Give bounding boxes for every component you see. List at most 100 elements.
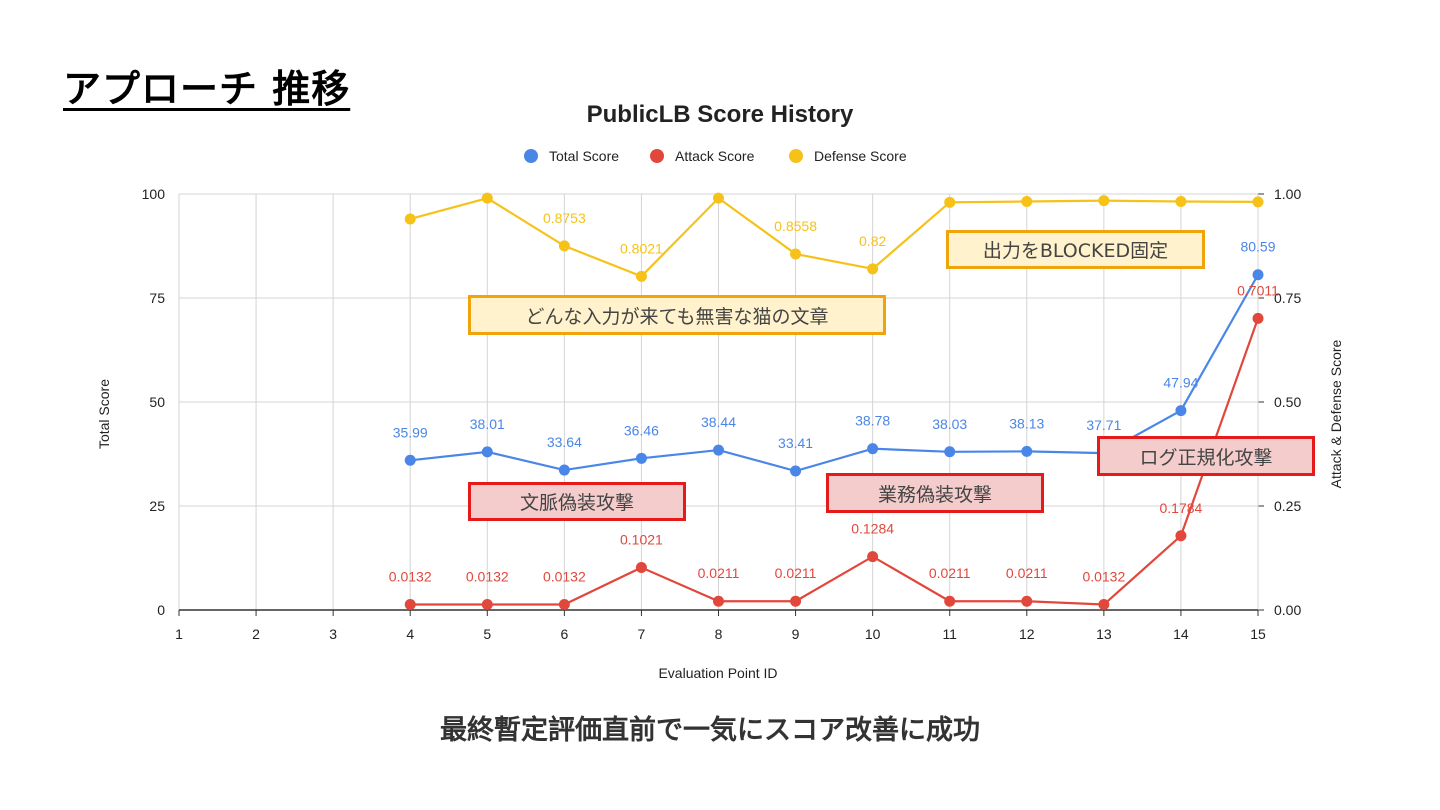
data-point-1 xyxy=(481,599,493,611)
x-tick-label: 10 xyxy=(865,626,881,642)
data-point-1 xyxy=(944,595,956,607)
data-label-1: 0.1784 xyxy=(1160,500,1203,516)
data-label-1: 0.1021 xyxy=(620,532,663,548)
data-point-1 xyxy=(1098,599,1110,611)
y-tick-label: 100 xyxy=(142,186,166,202)
data-point-2 xyxy=(944,196,956,208)
data-point-2 xyxy=(1252,196,1264,208)
data-point-1 xyxy=(867,551,879,563)
x-tick-label: 2 xyxy=(252,626,260,642)
data-label-0: 38.44 xyxy=(701,414,736,430)
y-tick-label: 25 xyxy=(149,498,165,514)
data-label-1: 0.0132 xyxy=(389,569,432,585)
y-tick-label: 0 xyxy=(157,602,165,618)
y-axis-title: Total Score xyxy=(96,379,112,449)
x-axis-title: Evaluation Point ID xyxy=(658,665,777,681)
data-point-1 xyxy=(790,595,802,607)
y2-tick-label: 0.75 xyxy=(1274,290,1301,306)
data-point-2 xyxy=(635,270,647,282)
data-point-0 xyxy=(404,454,416,466)
data-point-2 xyxy=(1098,195,1110,207)
data-point-2 xyxy=(1021,195,1033,207)
data-label-0: 37.71 xyxy=(1086,417,1121,433)
y-tick-label: 75 xyxy=(149,290,165,306)
x-tick-label: 5 xyxy=(483,626,491,642)
y2-tick-label: 0.00 xyxy=(1274,602,1301,618)
data-label-0: 33.64 xyxy=(547,434,582,450)
y2-tick-label: 0.25 xyxy=(1274,498,1301,514)
data-label-0: 36.46 xyxy=(624,422,659,438)
data-point-1 xyxy=(404,599,416,611)
x-tick-label: 14 xyxy=(1173,626,1189,642)
legend-marker-2 xyxy=(789,149,803,163)
data-label-2: 0.8753 xyxy=(543,210,586,226)
data-label-1: 0.0211 xyxy=(1006,565,1048,581)
data-label-2: 0.8558 xyxy=(774,218,817,234)
data-point-0 xyxy=(1175,405,1187,417)
x-tick-label: 1 xyxy=(175,626,183,642)
data-label-0: 38.78 xyxy=(855,413,890,429)
y2-tick-label: 1.00 xyxy=(1274,186,1301,202)
data-label-0: 47.94 xyxy=(1163,375,1198,391)
x-tick-label: 15 xyxy=(1250,626,1266,642)
data-point-2 xyxy=(790,248,802,260)
data-point-0 xyxy=(1021,445,1033,457)
data-point-1 xyxy=(1252,312,1264,324)
x-tick-label: 4 xyxy=(406,626,414,642)
data-label-1: 0.0132 xyxy=(543,569,586,585)
data-label-0: 38.03 xyxy=(932,416,967,432)
data-point-2 xyxy=(1175,195,1187,207)
data-label-1: 0.1284 xyxy=(851,521,894,537)
x-tick-label: 3 xyxy=(329,626,337,642)
data-point-0 xyxy=(713,444,724,456)
data-point-1 xyxy=(635,562,647,574)
callout-defense-cat: どんな入力が来ても無害な猫の文章 xyxy=(468,295,886,335)
x-tick-label: 13 xyxy=(1096,626,1112,642)
callout-attack-business: 業務偽装攻撃 xyxy=(826,473,1044,513)
legend-label-2: Defense Score xyxy=(814,148,907,164)
legend-label-1: Attack Score xyxy=(675,148,755,164)
data-label-0: 35.99 xyxy=(393,424,428,440)
data-label-1: 0.0211 xyxy=(775,565,817,581)
data-point-0 xyxy=(944,446,956,458)
data-label-1: 0.7011 xyxy=(1237,282,1279,298)
legend-marker-1 xyxy=(650,149,664,163)
callout-attack-context: 文脈偽装攻撃 xyxy=(468,482,686,521)
legend-label-0: Total Score xyxy=(549,148,619,164)
data-point-1 xyxy=(713,595,724,607)
data-point-0 xyxy=(790,465,802,477)
data-label-0: 38.01 xyxy=(470,416,505,432)
data-point-0 xyxy=(481,446,493,458)
data-point-0 xyxy=(867,443,879,455)
series-line-2 xyxy=(409,196,1259,278)
x-tick-label: 8 xyxy=(715,626,723,642)
score-history-chart: PublicLB Score History Total Score Attack … xyxy=(96,101,1344,681)
y-tick-label: 50 xyxy=(149,394,165,410)
series-line-1 xyxy=(410,317,1260,606)
data-point-2 xyxy=(867,263,879,275)
x-tick-label: 9 xyxy=(792,626,800,642)
callout-attack-log: ログ正規化攻撃 xyxy=(1097,436,1315,476)
data-point-1 xyxy=(1021,595,1033,607)
chart-title: PublicLB Score History xyxy=(587,101,854,128)
slide-title: アプローチ 推移 xyxy=(63,67,351,111)
slide-footer: 最終暫定評価直前で一気にスコア改善に成功 xyxy=(440,715,980,746)
data-point-2 xyxy=(404,213,416,225)
data-point-2 xyxy=(713,192,724,204)
data-label-0: 38.13 xyxy=(1009,415,1044,431)
data-label-1: 0.0132 xyxy=(1082,569,1125,585)
y2-axis-title: Attack & Defense Score xyxy=(1328,339,1344,488)
data-label-1: 0.0132 xyxy=(466,569,509,585)
data-point-1 xyxy=(558,599,570,611)
x-tick-label: 12 xyxy=(1019,626,1035,642)
data-point-0 xyxy=(635,452,647,464)
data-point-0 xyxy=(1252,269,1264,281)
data-label-0: 80.59 xyxy=(1240,239,1275,255)
legend-marker-0 xyxy=(524,149,538,163)
data-label-1: 0.0211 xyxy=(929,565,971,581)
data-label-0: 33.41 xyxy=(778,435,813,451)
data-label-1: 0.0211 xyxy=(698,565,740,581)
data-label-2: 0.8021 xyxy=(620,240,663,256)
x-tick-label: 6 xyxy=(560,626,568,642)
data-point-1 xyxy=(1175,530,1187,542)
